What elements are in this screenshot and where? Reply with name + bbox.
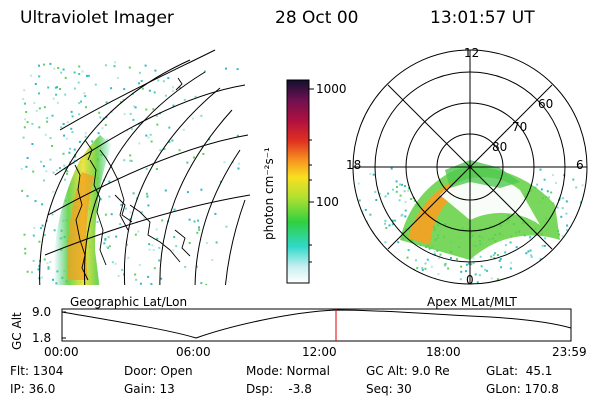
colorbar-tick-1000: 1000 — [316, 82, 347, 96]
lat-label-60: 60 — [538, 97, 554, 111]
mlt-label-6: 6 — [576, 158, 584, 172]
instrument-title: Ultraviolet Imager — [20, 8, 174, 28]
mlt-label-12: 12 — [464, 46, 480, 60]
colorbar-unit-label: photon cm⁻²s⁻¹ — [262, 147, 276, 240]
flight-number: Flt: 1304 — [10, 364, 64, 378]
altitude-ytick-1-8: 1.8 — [32, 331, 52, 345]
door-status: Door: Open — [124, 364, 193, 378]
mlt-label-0: 0 — [466, 273, 474, 287]
time-label: 13:01:57 UT — [430, 8, 535, 28]
polar-plot — [352, 49, 588, 285]
mode-value: Mode: Normal — [246, 364, 330, 378]
colorbar — [286, 79, 310, 284]
mlt-label-18: 18 — [346, 158, 362, 172]
altitude-plot — [61, 308, 572, 342]
lat-label-70: 70 — [512, 120, 528, 134]
altitude-xtick-2359: 23:59 — [552, 345, 587, 359]
polar-panel-label: Apex MLat/MLT — [427, 295, 517, 309]
ip-value: IP: 36.0 — [10, 382, 56, 396]
geographic-longitude: GLon: 170.8 — [486, 382, 559, 396]
sequence-number: Seq: 30 — [366, 382, 412, 396]
altitude-xtick-1800: 18:00 — [426, 345, 461, 359]
altitude-xtick-1200: 12:00 — [302, 345, 337, 359]
date-label: 28 Oct 00 — [275, 8, 359, 28]
altitude-ylabel: GC Alt — [10, 312, 24, 350]
lat-label-80: 80 — [492, 140, 508, 154]
altitude-xtick-0000: 00:00 — [44, 345, 79, 359]
colorbar-tick-100: 100 — [316, 195, 339, 209]
geographic-latitude: GLat: 45.1 — [486, 364, 553, 378]
geographic-map — [20, 49, 251, 285]
dsp-value: Dsp: -3.8 — [246, 382, 312, 396]
altitude-ytick-9: 9.0 — [32, 305, 52, 319]
altitude-xtick-0600: 06:00 — [176, 345, 211, 359]
gc-altitude: GC Alt: 9.0 Re — [366, 364, 450, 378]
gain-value: Gain: 13 — [124, 382, 175, 396]
geographic-panel-label: Geographic Lat/Lon — [70, 295, 188, 309]
